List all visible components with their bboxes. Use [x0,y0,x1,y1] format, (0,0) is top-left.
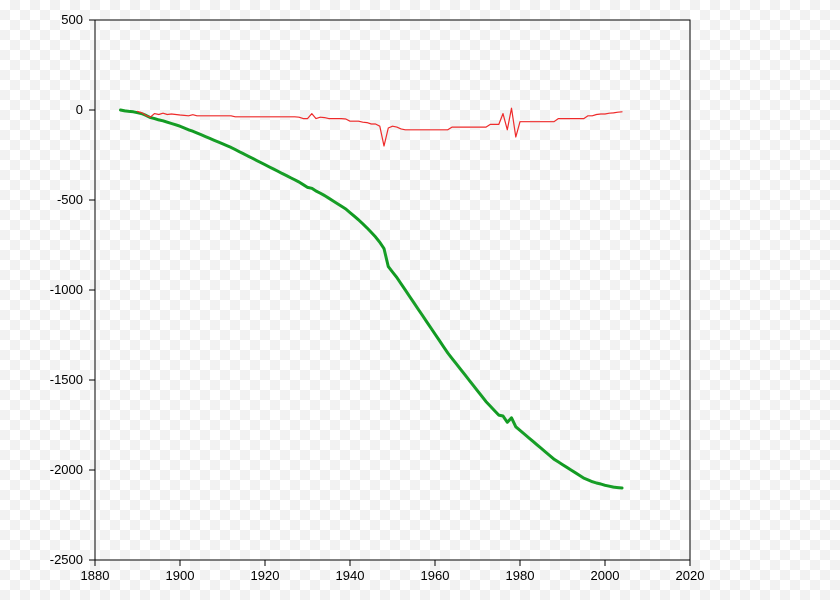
x-tick-label: 1880 [81,568,110,583]
x-tick-label: 1940 [336,568,365,583]
y-tick-label: -2000 [50,462,83,477]
y-tick-label: -2500 [50,552,83,567]
y-tick-label: -500 [57,192,83,207]
x-tick-label: 1920 [251,568,280,583]
y-tick-label: 500 [61,12,83,27]
x-tick-label: 2020 [676,568,705,583]
y-tick-label: -1500 [50,372,83,387]
x-tick-label: 2000 [591,568,620,583]
series-annual [138,108,623,146]
line-chart: 1880 1900 1920 1940 1960 1980 2000 2020 -2500 -20… [0,0,840,600]
chart-svg: 1880 1900 1920 1940 1960 1980 2000 2020 -2500 -20… [0,0,840,600]
x-tick-label: 1960 [421,568,450,583]
x-tick-label: 1900 [166,568,195,583]
y-tick-label: 0 [76,102,83,117]
y-tick-label: -1000 [50,282,83,297]
x-tick-label: 1980 [506,568,535,583]
series-cumulative [121,110,623,488]
